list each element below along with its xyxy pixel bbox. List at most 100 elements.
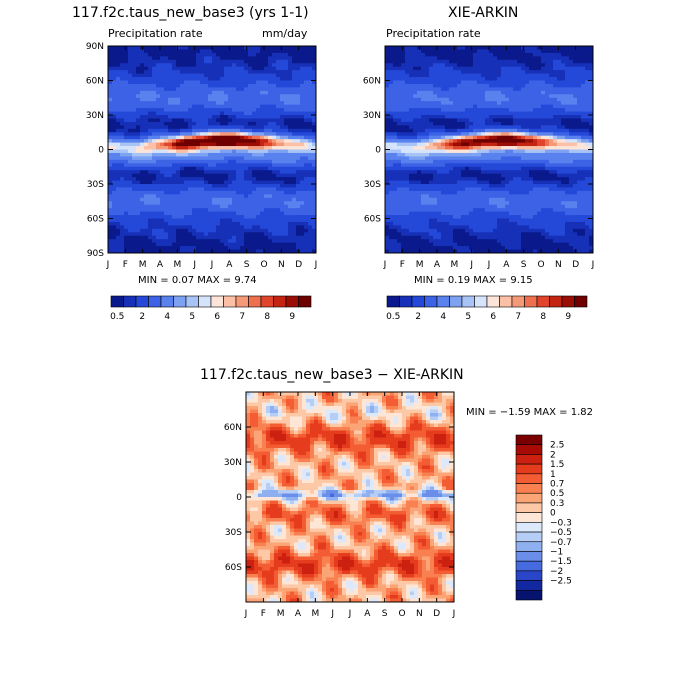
heat-cell [517, 135, 522, 140]
heat-cell [569, 80, 574, 85]
heat-cell [425, 94, 430, 99]
heat-cell [208, 225, 213, 230]
heat-cell [553, 83, 558, 88]
heat-cell [144, 90, 149, 95]
heat-cell [300, 70, 305, 74]
heat-cell [457, 77, 462, 81]
heat-cell [132, 135, 137, 140]
heat-cell [164, 83, 169, 88]
heat-cell [184, 121, 189, 126]
heat-cell [577, 101, 582, 106]
heat-cell [132, 211, 137, 216]
heat-cell [188, 56, 193, 61]
heat-cell [284, 221, 289, 226]
heat-cell [561, 128, 566, 133]
heat-cell [228, 128, 233, 133]
heat-cell [140, 180, 145, 185]
heat-cell [485, 52, 490, 57]
heat-cell [565, 135, 570, 140]
heat-cell [469, 159, 474, 164]
heat-cell [284, 52, 289, 57]
heat-cell [393, 46, 398, 50]
heat-cell [477, 125, 482, 130]
heat-cell [112, 73, 117, 78]
heat-cell [276, 125, 281, 130]
heat-cell [300, 197, 305, 202]
heat-cell [200, 177, 205, 181]
heat-cell [212, 128, 217, 133]
heat-cell [453, 163, 458, 168]
heat-cell [397, 77, 402, 81]
heat-cell [441, 77, 446, 81]
heat-cell [449, 80, 454, 85]
heat-cell [240, 228, 245, 233]
heat-cell [549, 135, 554, 140]
heat-cell [244, 180, 249, 185]
heat-cell [212, 197, 217, 202]
heat-cell [264, 77, 269, 81]
heat-cell [565, 108, 570, 112]
heat-cell [172, 187, 177, 192]
heat-cell [489, 101, 494, 106]
heat-cell [224, 118, 229, 123]
heat-cell [140, 215, 145, 219]
heat-cell [120, 225, 125, 230]
heat-cell [465, 142, 470, 147]
heat-cell [176, 194, 181, 199]
heat-cell [577, 63, 582, 68]
heat-cell [220, 87, 225, 92]
heat-cell [180, 128, 185, 133]
heat-cell [220, 83, 225, 88]
heat-cell [549, 77, 554, 81]
heat-cell [264, 94, 269, 99]
heat-cell [164, 170, 169, 175]
heat-cell [401, 52, 406, 57]
heat-cell [501, 159, 506, 164]
heat-cell [505, 49, 510, 54]
heat-cell [152, 225, 157, 230]
heat-cell [308, 142, 313, 147]
heat-cell [204, 139, 209, 143]
heat-cell [156, 152, 161, 157]
heat-cell [196, 111, 201, 116]
heat-cell [220, 97, 225, 102]
heat-cell [264, 163, 269, 168]
heat-cell [557, 108, 562, 112]
heat-cell [260, 97, 265, 102]
heat-cell [108, 83, 113, 88]
heat-cell [553, 87, 558, 92]
heat-cell [244, 235, 249, 240]
heat-cell [533, 46, 538, 50]
heat-cell [240, 104, 245, 109]
heat-cell [248, 135, 253, 140]
heat-cell [204, 232, 209, 237]
heat-cell [160, 228, 165, 233]
heat-cell [276, 249, 281, 254]
heat-cell [280, 80, 285, 85]
heat-cell [304, 221, 309, 226]
heat-cell [224, 180, 229, 185]
heat-cell [112, 187, 117, 192]
heat-cell [116, 197, 121, 202]
heat-cell [108, 194, 113, 199]
heat-cell [312, 49, 317, 54]
heat-cell [513, 70, 518, 74]
heat-cell [232, 152, 237, 157]
heat-cell [276, 49, 281, 54]
heat-cell [228, 184, 233, 188]
heat-cell [493, 152, 498, 157]
heat-cell [385, 132, 390, 137]
heat-cell [517, 146, 522, 150]
heat-cell [405, 115, 410, 119]
heat-cell [433, 104, 438, 109]
heat-cell [176, 166, 181, 171]
heat-cell [304, 135, 309, 140]
heat-cell [260, 166, 265, 171]
heat-cell [421, 118, 426, 123]
heat-cell [248, 80, 253, 85]
heat-cell [204, 242, 209, 247]
heat-cell [288, 66, 293, 71]
heat-cell [457, 118, 462, 123]
heat-cell [425, 115, 430, 119]
heat-cell [248, 46, 253, 50]
